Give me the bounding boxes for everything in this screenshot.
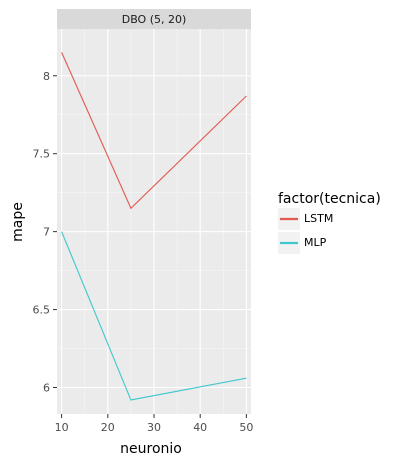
legend-label-mlp: MLP [304, 236, 327, 249]
series-layer [61, 52, 247, 401]
x-tick-label: 40 [193, 421, 207, 434]
y-tick-label: 6.5 [33, 304, 51, 317]
x-tick-label: 10 [55, 421, 69, 434]
series-line-mlp [61, 231, 247, 401]
series-line-lstm [61, 52, 247, 210]
y-axis-title: mape [10, 202, 26, 242]
y-axis: 6 6.5 7 7.5 8 [33, 70, 57, 395]
x-tick-label: 30 [147, 421, 161, 434]
facet-strip [57, 9, 251, 29]
y-tick-label: 7.5 [33, 148, 51, 161]
grid [57, 29, 251, 414]
facet-label: DBO (5, 20) [122, 13, 187, 26]
y-tick-label: 8 [43, 70, 50, 83]
x-tick-label: 50 [239, 421, 253, 434]
x-axis-title: neuronio [120, 441, 182, 457]
legend-label-lstm: LSTM [304, 212, 333, 225]
legend: factor(tecnica) LSTM MLP [278, 191, 381, 254]
y-tick-label: 6 [43, 382, 50, 395]
y-tick-label: 7 [43, 226, 50, 239]
legend-title: factor(tecnica) [278, 191, 381, 207]
x-axis: 10 20 30 40 50 [55, 414, 253, 434]
x-tick-label: 20 [101, 421, 115, 434]
legend-items: LSTM MLP [278, 208, 333, 254]
